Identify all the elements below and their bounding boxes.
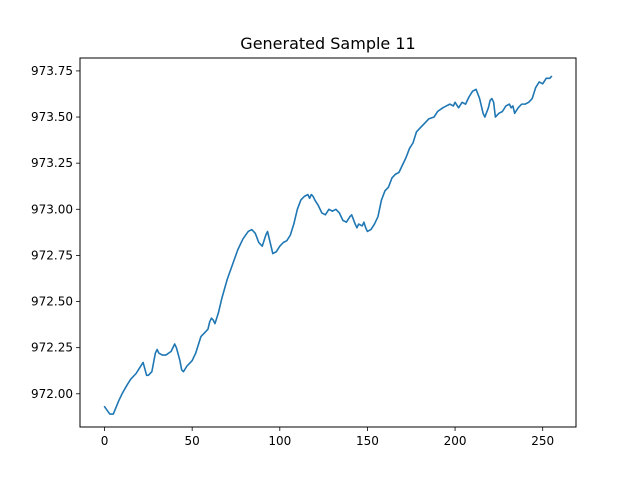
- y-tick-label: 972.00: [31, 387, 73, 401]
- y-tick-label: 973.75: [31, 64, 73, 78]
- y-tick-label: 973.00: [31, 202, 73, 216]
- x-tick-label: 250: [531, 434, 554, 448]
- x-tick-label: 150: [356, 434, 379, 448]
- x-tick-label: 50: [185, 434, 200, 448]
- y-tick-label: 972.25: [31, 341, 73, 355]
- x-tick-label: 0: [101, 434, 109, 448]
- x-tick-label: 200: [444, 434, 467, 448]
- x-tick-label: 100: [268, 434, 291, 448]
- chart-title: Generated Sample 11: [240, 34, 415, 53]
- x-axis: 0 50 100 150 200 250: [101, 427, 554, 448]
- y-tick-label: 973.50: [31, 110, 73, 124]
- y-tick-label: 973.25: [31, 156, 73, 170]
- y-axis: 972.00 972.25 972.50 972.75 973.00 973.25 973.…: [31, 64, 80, 401]
- y-tick-label: 972.75: [31, 248, 73, 262]
- y-tick-label: 972.50: [31, 295, 73, 309]
- plot-frame: [79, 57, 577, 428]
- series-line: [103, 75, 553, 415]
